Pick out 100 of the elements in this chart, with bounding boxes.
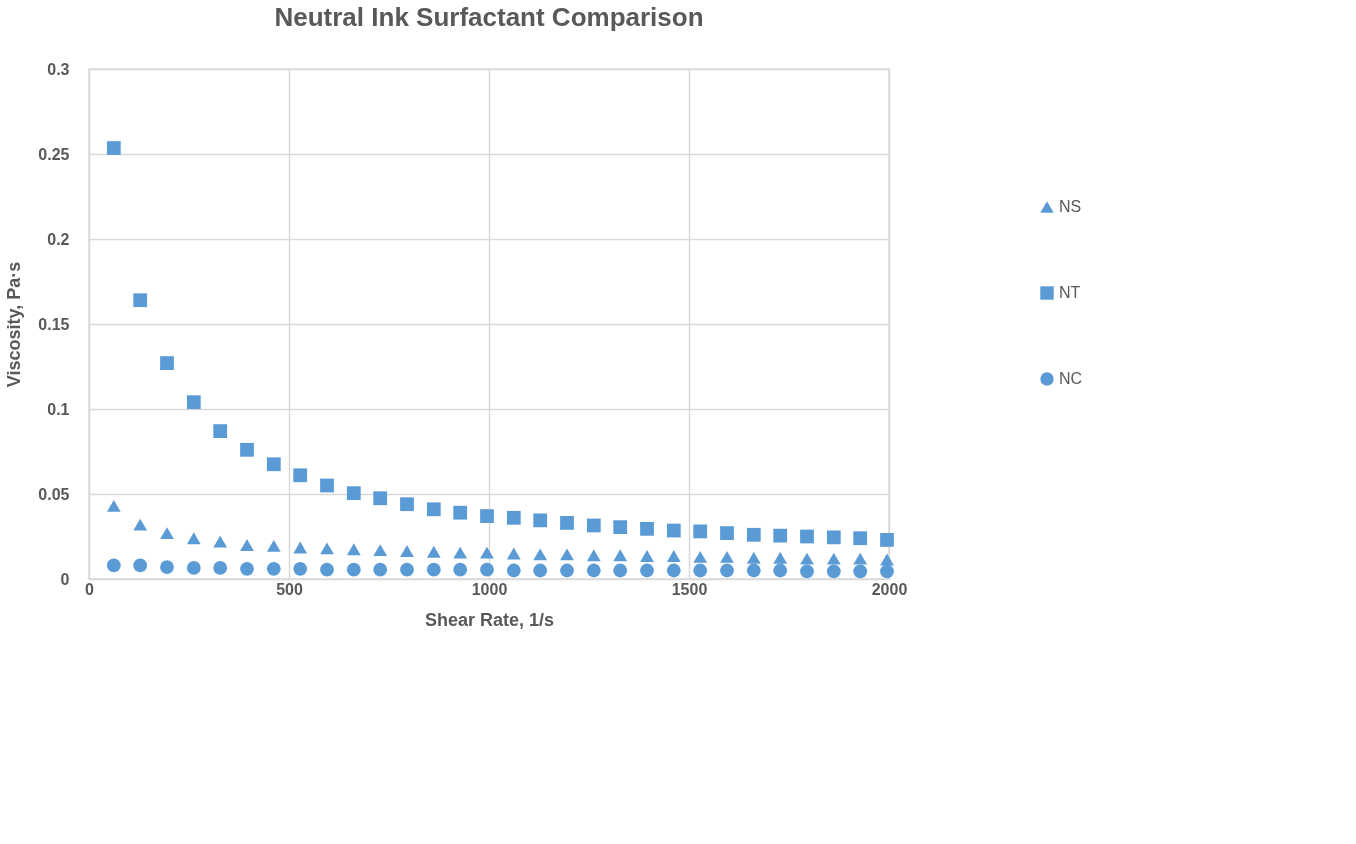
point: [693, 563, 708, 578]
point: [560, 516, 574, 530]
point: [533, 563, 548, 578]
point: [746, 563, 761, 578]
point: [880, 533, 894, 547]
point: [800, 529, 814, 544]
point: [266, 457, 281, 472]
point: [453, 505, 468, 520]
y-tick-label: 0.2: [47, 230, 70, 248]
point: [586, 563, 601, 578]
point: [640, 521, 654, 536]
point: [693, 550, 708, 563]
point: [346, 543, 361, 556]
point: [533, 513, 548, 528]
point: [133, 558, 148, 573]
point: [826, 530, 841, 545]
point: [293, 541, 308, 554]
point: [826, 564, 841, 579]
point: [373, 544, 388, 557]
point: [213, 424, 228, 438]
legend-label: NT: [1059, 284, 1081, 301]
chart-title: Neutral Ink Surfactant Comparison: [274, 2, 704, 32]
point: [320, 562, 334, 577]
point: [186, 532, 201, 545]
point: [480, 562, 494, 577]
y-tick-label: 0.05: [38, 485, 70, 503]
y-tick-label: 0.25: [38, 145, 70, 163]
point: [720, 526, 734, 540]
y-axis-title: Viscosity, Pa·s: [4, 261, 25, 388]
point: [266, 539, 281, 552]
point: [853, 564, 868, 579]
point: [373, 491, 388, 506]
point: [586, 518, 601, 533]
y-tick-label: 0.3: [47, 60, 70, 78]
point: [480, 509, 494, 523]
point: [746, 527, 761, 542]
point: [266, 561, 281, 576]
point: [186, 561, 201, 575]
point: [800, 552, 814, 565]
point: [640, 550, 654, 563]
point: [160, 356, 174, 370]
point: [613, 563, 628, 578]
point: [666, 563, 681, 578]
point: [240, 539, 254, 551]
point: [240, 442, 254, 457]
point: [346, 562, 361, 577]
point: [586, 549, 601, 562]
point: [426, 562, 441, 577]
point: [746, 551, 761, 564]
point: [560, 548, 574, 561]
point: [720, 550, 734, 563]
point: [346, 486, 361, 501]
point: [133, 293, 148, 308]
point: [613, 520, 628, 535]
legend-label: NS: [1059, 198, 1082, 215]
point: [666, 550, 681, 563]
point: [880, 553, 894, 566]
point: [880, 564, 894, 579]
point: [320, 542, 334, 555]
point: [853, 531, 868, 546]
point: [213, 561, 228, 575]
point: [480, 546, 494, 559]
point: [213, 535, 228, 548]
point: [293, 561, 308, 576]
point: [453, 562, 468, 577]
y-tick-label: 0.15: [38, 315, 70, 333]
point: [186, 395, 201, 410]
point: [293, 468, 308, 483]
point: [506, 547, 521, 560]
point: [720, 563, 734, 578]
point: [373, 562, 388, 577]
point: [666, 523, 681, 538]
x-tick-label: 2000: [871, 580, 908, 598]
x-tick-label: 0: [85, 580, 95, 598]
legend-label: NC: [1059, 370, 1083, 387]
point: [320, 478, 334, 493]
point: [453, 546, 468, 559]
point: [160, 527, 174, 540]
point: [773, 551, 788, 564]
point: [426, 545, 441, 558]
point: [106, 141, 121, 155]
point: [400, 562, 414, 577]
point: [506, 510, 521, 525]
point: [613, 549, 628, 562]
point: [240, 561, 254, 576]
point: [773, 563, 788, 578]
point: [133, 518, 148, 531]
point: [106, 558, 121, 573]
point: [106, 499, 121, 512]
point: [400, 497, 414, 512]
point: [826, 552, 841, 565]
point: [160, 560, 174, 574]
x-tick-label: 500: [276, 580, 303, 598]
point: [400, 544, 414, 557]
x-tick-label: 1000: [471, 580, 508, 598]
x-axis-title: Shear Rate, 1/s: [424, 609, 555, 630]
point: [800, 564, 814, 579]
x-tick-label: 1500: [671, 580, 708, 598]
point: [853, 552, 868, 565]
point: [560, 563, 574, 578]
